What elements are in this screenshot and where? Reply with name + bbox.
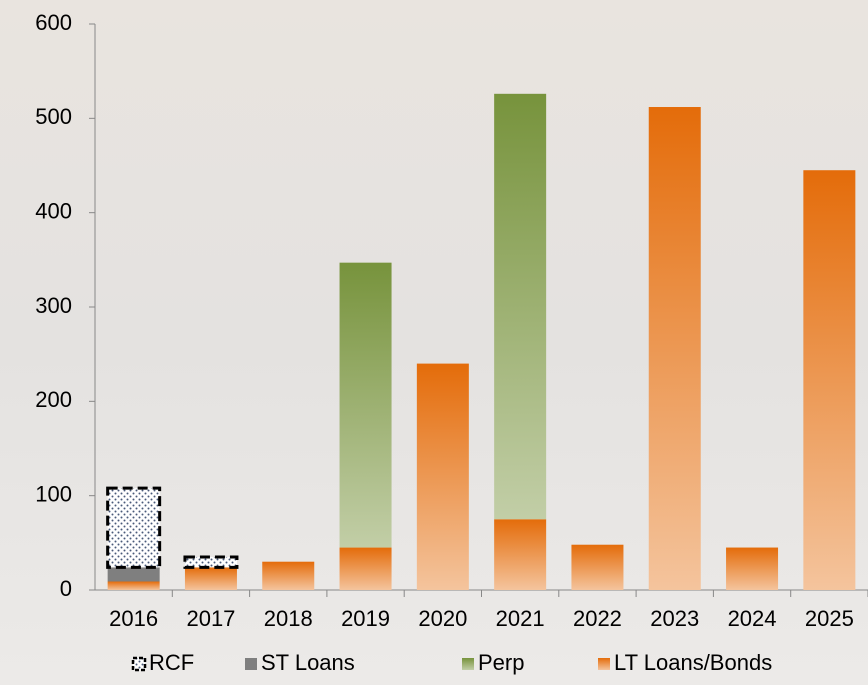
legend-label: RCF	[149, 650, 194, 675]
bar-segment	[107, 581, 160, 590]
x-tick-label: 2025	[805, 606, 854, 631]
bar-segment	[416, 363, 469, 590]
legend-marker	[245, 658, 257, 670]
legend-label: Perp	[478, 650, 524, 675]
legend-marker	[131, 656, 147, 672]
bar-segment	[184, 567, 237, 590]
y-tick-label: 100	[35, 481, 72, 506]
bar-segment	[494, 519, 547, 590]
bar-segment	[571, 544, 624, 590]
bar-segment	[726, 547, 779, 590]
x-tick-label: 2016	[109, 606, 158, 631]
x-tick-label: 2023	[650, 606, 699, 631]
bar-segment	[339, 547, 392, 590]
legend-marker	[462, 658, 474, 670]
x-tick-label: 2019	[341, 606, 390, 631]
bar-segment	[183, 555, 239, 569]
bar-segment	[106, 486, 162, 569]
x-tick-label: 2018	[264, 606, 313, 631]
x-tick-label: 2020	[418, 606, 467, 631]
legend-marker	[598, 658, 610, 670]
x-tick-label: 2024	[728, 606, 777, 631]
bar-segment	[803, 170, 856, 590]
legend-label: ST Loans	[261, 650, 355, 675]
x-tick-label: 2021	[496, 606, 545, 631]
y-tick-label: 300	[35, 293, 72, 318]
legend-label: LT Loans/Bonds	[614, 650, 772, 675]
bar-segment	[648, 107, 701, 590]
y-tick-label: 0	[60, 576, 72, 601]
x-tick-label: 2017	[186, 606, 235, 631]
y-tick-label: 400	[35, 198, 72, 223]
y-tick-label: 200	[35, 387, 72, 412]
bar-segment	[107, 567, 160, 582]
x-tick-label: 2022	[573, 606, 622, 631]
bar-segment	[339, 262, 392, 548]
y-tick-label: 500	[35, 104, 72, 129]
y-tick-label: 600	[35, 10, 72, 35]
bar-segment	[262, 561, 315, 590]
bar-segment	[494, 93, 547, 520]
